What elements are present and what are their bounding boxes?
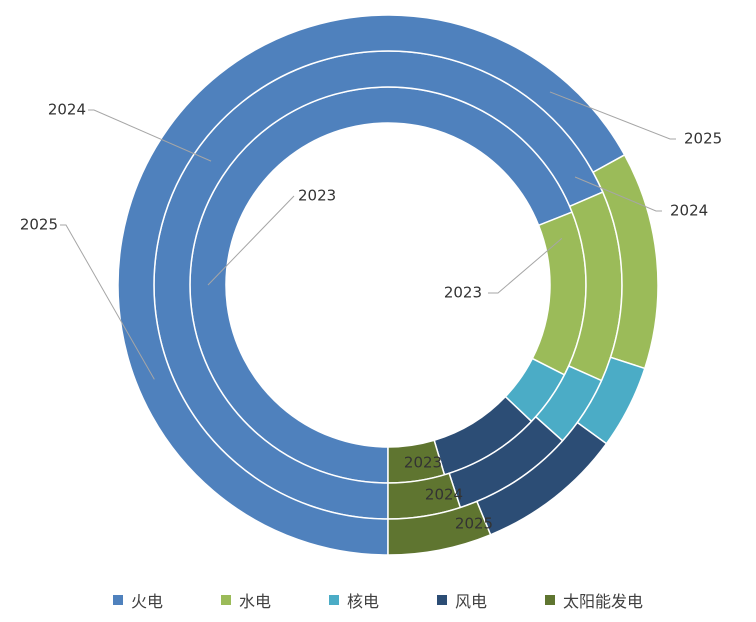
legend-item-solar: 太阳能发电 [545, 588, 643, 612]
legend-swatch-wind [437, 595, 447, 605]
leader-2024-hydro [574, 176, 662, 212]
label-2023-thermal: 2023 [298, 187, 336, 205]
legend-label-wind: 风电 [455, 592, 488, 611]
legend-swatch-hydro [220, 595, 231, 605]
legend-item-nuclear: 核电 [328, 588, 379, 612]
legend-swatch-thermal [112, 595, 123, 605]
legend-label-thermal: 火电 [130, 592, 163, 611]
legend-swatch-solar [545, 595, 556, 605]
leader-2025-hydro [549, 91, 676, 140]
label-2025-hydro: 2025 [684, 130, 722, 148]
chart-legend: 火电 水电 核电 风电 太阳能发电 [0, 586, 756, 614]
leader-2024-thermal [88, 109, 212, 162]
legend-item-hydro: 水电 [220, 588, 271, 612]
label-2023-hydro: 2023 [444, 284, 482, 302]
leader-2025-thermal [60, 224, 155, 380]
label-2025-thermal: 2025 [20, 216, 58, 234]
label-2025-solar: 2025 [455, 515, 493, 533]
label-2024-thermal: 2024 [48, 101, 86, 119]
leader-2023-hydro [488, 238, 563, 294]
legend-item-thermal: 火电 [112, 588, 163, 612]
legend-label-hydro: 水电 [238, 592, 271, 611]
label-2023-solar: 2023 [404, 454, 442, 472]
legend-label-nuclear: 核电 [346, 592, 379, 611]
legend-item-wind: 风电 [437, 588, 487, 612]
leader-2023-thermal [207, 195, 295, 286]
label-2024-solar: 2024 [425, 486, 463, 504]
slice-2025-solar [387, 500, 492, 556]
slice-2025-thermal [117, 14, 626, 556]
legend-swatch-nuclear [328, 595, 339, 605]
label-2024-hydro: 2024 [670, 202, 708, 220]
legend-label-solar: 太阳能发电 [563, 592, 644, 611]
